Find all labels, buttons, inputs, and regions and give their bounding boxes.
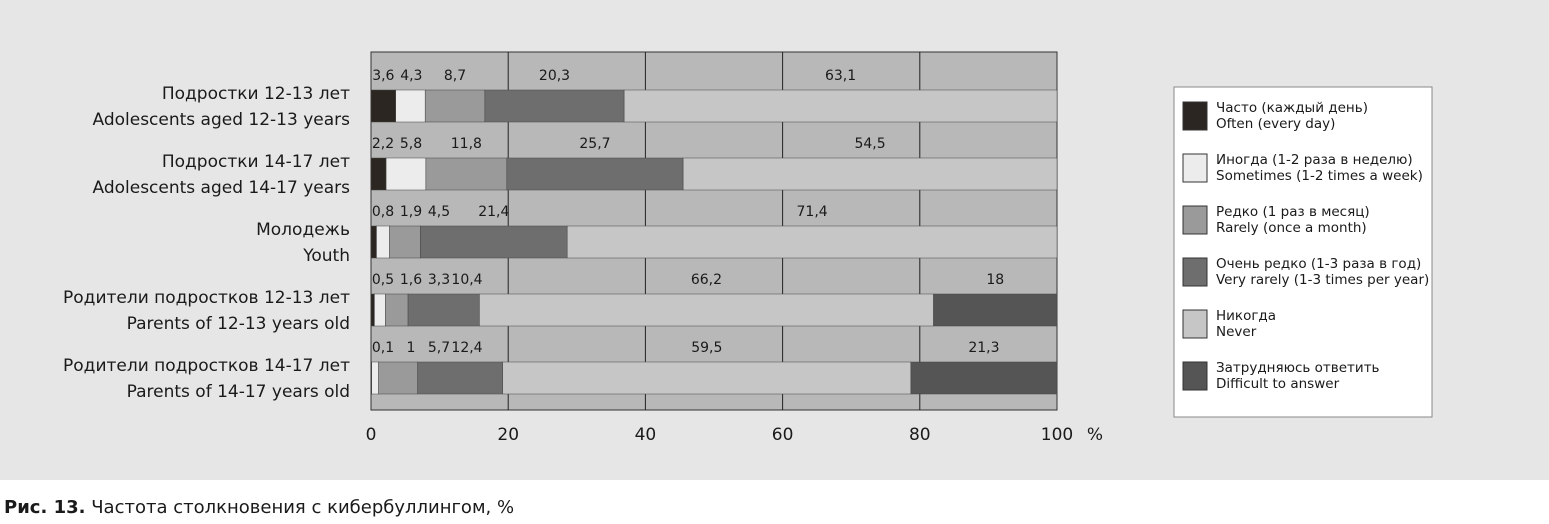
bar-segment: [566, 225, 1058, 259]
bar-segment: [506, 157, 684, 191]
value-label: 0,1: [372, 340, 394, 356]
bar-segment: [502, 361, 912, 395]
x-tick-label: 40: [635, 425, 657, 445]
category-label: Родители подростков 12-13 лет: [63, 288, 350, 308]
value-label: 63,1: [825, 68, 856, 84]
bar-segment: [484, 89, 625, 123]
category-label: Adolescents aged 14-17 years: [92, 178, 350, 198]
legend-box: [1173, 86, 1433, 418]
bar-segment: [370, 157, 387, 191]
bar-segment: [910, 361, 1058, 395]
value-label: 59,5: [691, 340, 722, 356]
bar-segment: [385, 293, 409, 327]
category-label: Подростки 14-17 лет: [162, 152, 350, 172]
value-label: 12,4: [451, 340, 482, 356]
legend-swatch: [1182, 361, 1208, 391]
bar-segment: [623, 89, 1058, 123]
bar-segment: [370, 293, 375, 327]
legend-label: Часто (каждый день): [1216, 100, 1368, 116]
value-label: 21,4: [478, 204, 509, 220]
bar-segment: [407, 293, 480, 327]
category-label: Parents of 12-13 years old: [127, 314, 350, 334]
value-label: 3,3: [428, 272, 450, 288]
value-label: 1,6: [400, 272, 422, 288]
value-label: 10,4: [451, 272, 482, 288]
legend-label: Очень редко (1-3 раза в год): [1216, 256, 1421, 272]
value-label: 21,3: [968, 340, 999, 356]
legend-swatch: [1182, 257, 1208, 287]
legend-swatch: [1182, 153, 1208, 183]
legend-label: Sometimes (1-2 times a week): [1216, 168, 1423, 184]
x-tick-label: 100: [1041, 425, 1073, 445]
value-label: 11,8: [451, 136, 482, 152]
x-axis-label: %: [1087, 425, 1103, 445]
category-label: Adolescents aged 12-13 years: [92, 110, 350, 130]
x-tick-label: 20: [497, 425, 519, 445]
bar-segment: [395, 89, 426, 123]
value-label: 25,7: [579, 136, 610, 152]
category-label: Родители подростков 14-17 лет: [63, 356, 350, 376]
bar-segment: [385, 157, 427, 191]
legend-label: Rarely (once a month): [1216, 220, 1367, 236]
bar-segment: [371, 361, 379, 395]
legend-label: Редко (1 раз в месяц): [1216, 204, 1370, 220]
bar-segment: [374, 293, 386, 327]
value-label: 1,9: [400, 204, 422, 220]
bar-segment: [376, 225, 390, 259]
value-label: 8,7: [444, 68, 466, 84]
bar-segment: [370, 89, 396, 123]
category-label: Подростки 12-13 лет: [162, 84, 350, 104]
legend-swatch: [1182, 101, 1208, 131]
legend-label: Затрудняюсь ответить: [1216, 360, 1380, 376]
value-label: 20,3: [539, 68, 570, 84]
value-label: 3,6: [372, 68, 394, 84]
legend-swatch: [1182, 309, 1208, 339]
bar-segment: [378, 361, 418, 395]
value-label: 2,2: [372, 136, 394, 152]
bar-segment: [425, 157, 508, 191]
chart-title: Частота столкновения с кибербуллингом, %: [91, 497, 514, 518]
legend-label: Often (every day): [1216, 116, 1335, 132]
value-label: 54,5: [854, 136, 885, 152]
bar-segment: [933, 293, 1058, 327]
value-label: 0,8: [372, 204, 394, 220]
legend-label: Иногда (1-2 раза в неделю): [1216, 152, 1413, 168]
bar-segment: [682, 157, 1058, 191]
value-label: 66,2: [691, 272, 722, 288]
category-label: Молодежь: [256, 220, 350, 240]
bar-segment: [389, 225, 421, 259]
bar-segment: [420, 225, 568, 259]
value-label: 5,8: [400, 136, 422, 152]
category-label: Youth: [302, 246, 350, 266]
value-label: 4,3: [400, 68, 422, 84]
bar-segment: [424, 89, 486, 123]
bar-segment: [370, 225, 377, 259]
x-tick-label: 0: [366, 425, 377, 445]
value-label: 4,5: [428, 204, 450, 220]
value-label: 5,7: [428, 340, 450, 356]
legend-label: Never: [1216, 324, 1257, 340]
legend-label: Difficult to answer: [1216, 376, 1340, 392]
x-tick-label: 80: [909, 425, 931, 445]
x-tick-label: 60: [772, 425, 794, 445]
legend-label: Никогда: [1216, 308, 1276, 324]
category-label: Parents of 14-17 years old: [127, 382, 350, 402]
bar-segment: [417, 361, 503, 395]
value-label: 1: [407, 340, 416, 356]
legend-swatch: [1182, 205, 1208, 235]
legend-label: Very rarely (1-3 times per year): [1216, 272, 1429, 288]
value-label: 18: [986, 272, 1004, 288]
value-label: 71,4: [797, 204, 828, 220]
caption: Рис. 13. Частота столкновения с кибербул…: [4, 497, 514, 518]
figure-label: Рис. 13.: [4, 497, 85, 518]
bar-segment: [479, 293, 934, 327]
value-label: 0,5: [372, 272, 394, 288]
